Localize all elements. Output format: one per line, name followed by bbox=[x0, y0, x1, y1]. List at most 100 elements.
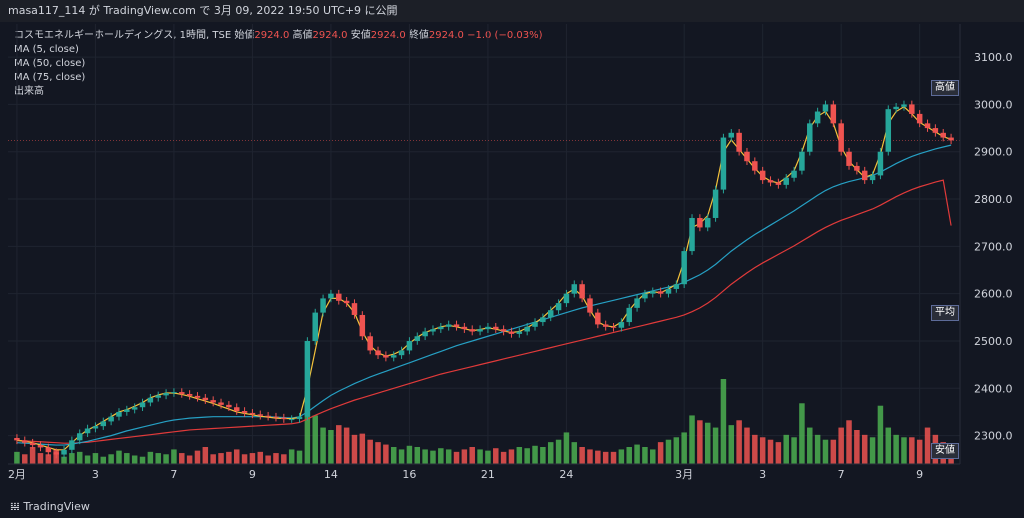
volume-bar bbox=[712, 427, 719, 464]
volume-bar bbox=[336, 425, 342, 464]
candle-body bbox=[869, 175, 876, 181]
legend-close-label: 終値 bbox=[408, 30, 429, 41]
low-tag: 安値 bbox=[931, 443, 959, 459]
candle-body bbox=[752, 161, 758, 171]
candle-body bbox=[61, 449, 67, 455]
volume-bar bbox=[901, 437, 907, 464]
volume-bar bbox=[563, 432, 570, 464]
candle-body bbox=[171, 392, 177, 394]
volume-bar bbox=[500, 451, 507, 464]
candle-body bbox=[438, 326, 444, 330]
volume-bar bbox=[249, 453, 256, 464]
volume-bar bbox=[681, 432, 687, 464]
volume-bar bbox=[689, 415, 695, 464]
volume-bar bbox=[351, 434, 358, 464]
candle-body bbox=[500, 329, 507, 332]
legend-low-label: 安値 bbox=[350, 30, 371, 41]
candle-body bbox=[838, 123, 844, 152]
candle-body bbox=[398, 350, 405, 356]
candle-body bbox=[233, 407, 240, 412]
candle-body bbox=[877, 151, 884, 176]
candle-body bbox=[69, 440, 75, 450]
volume-bar bbox=[650, 449, 656, 464]
volume-bar bbox=[555, 439, 562, 464]
volume-bar bbox=[697, 420, 703, 464]
volume-bar bbox=[854, 430, 860, 464]
volume-bar bbox=[618, 449, 625, 464]
y-tick-label: 2700.0 bbox=[974, 240, 1013, 253]
legend-high-label: 高値 bbox=[292, 30, 313, 41]
candle-body bbox=[704, 217, 711, 228]
candle-body bbox=[390, 355, 397, 358]
volume-bar bbox=[343, 427, 350, 464]
legend-ma50: MA (50, close) bbox=[14, 58, 86, 69]
volume-bar bbox=[830, 439, 837, 464]
volume-bar bbox=[273, 453, 279, 464]
volume-bar bbox=[194, 450, 201, 464]
ma5-line bbox=[16, 106, 952, 451]
volume-bar bbox=[257, 451, 264, 464]
candle-body bbox=[493, 326, 499, 330]
x-tick-label: 21 bbox=[481, 468, 495, 481]
x-tick-label: 3 bbox=[759, 468, 766, 481]
volume-bar bbox=[304, 391, 311, 464]
candle-body bbox=[508, 331, 515, 334]
candle-body bbox=[422, 331, 428, 337]
candle-body bbox=[783, 177, 789, 185]
candle-body bbox=[351, 303, 358, 315]
candle-body bbox=[45, 447, 52, 453]
price-chart[interactable]: 3100.0 3000.0 2900.0 2800.0 2700.0 2600.0 2500… bbox=[8, 24, 1020, 488]
volume-bar bbox=[45, 454, 52, 464]
volume-bar bbox=[108, 454, 114, 464]
x-tick-label: 7 bbox=[170, 468, 177, 481]
candle-body bbox=[139, 402, 146, 408]
volume-bar bbox=[320, 427, 326, 464]
volume-bar bbox=[642, 447, 648, 464]
legend-ma75: MA (75, close) bbox=[14, 72, 86, 83]
volume-bar bbox=[390, 447, 397, 464]
candle-body bbox=[524, 326, 530, 332]
y-tick-label: 3000.0 bbox=[974, 98, 1013, 111]
candle-body bbox=[595, 312, 601, 325]
candle-body bbox=[712, 189, 719, 218]
volume-bar bbox=[783, 434, 789, 464]
candle-body bbox=[563, 293, 570, 304]
volume-bar bbox=[383, 444, 389, 464]
candle-body bbox=[650, 291, 656, 294]
y-tick-label: 2900.0 bbox=[974, 146, 1013, 159]
volume-bar bbox=[312, 415, 318, 464]
legend-close: 2924.0 bbox=[428, 30, 464, 41]
candle-body bbox=[626, 307, 632, 323]
candle-body bbox=[265, 415, 271, 417]
volume-bar bbox=[202, 447, 209, 464]
candle-body bbox=[799, 151, 805, 171]
volume-bar bbox=[587, 449, 593, 464]
candle-body bbox=[807, 123, 813, 152]
volume-bar bbox=[116, 450, 122, 464]
candle-body bbox=[822, 104, 829, 112]
candle-body bbox=[657, 291, 664, 294]
candle-body bbox=[602, 324, 609, 327]
candle-body bbox=[618, 322, 625, 328]
legend-volume: 出来高 bbox=[14, 86, 44, 97]
candle-body bbox=[92, 426, 99, 429]
volume-bar bbox=[29, 447, 36, 464]
volume-bar bbox=[359, 433, 366, 464]
ma75-line bbox=[16, 179, 952, 444]
volume-bar bbox=[163, 454, 169, 464]
candle-body bbox=[516, 331, 523, 334]
volume-bar bbox=[155, 453, 161, 464]
candle-body bbox=[689, 217, 695, 252]
volume-bar bbox=[838, 427, 844, 464]
candle-body bbox=[571, 284, 578, 294]
volume-bar bbox=[296, 450, 303, 464]
volume-bar bbox=[861, 434, 868, 464]
volume-bar bbox=[673, 437, 680, 464]
volume-bar bbox=[210, 454, 216, 464]
candle-body bbox=[241, 411, 248, 413]
candle-body bbox=[430, 329, 436, 332]
chart-legend: コスモエネルギーホールディングス, 1時間, TSE 始値2924.0 高値29… bbox=[14, 29, 543, 99]
volume-bar bbox=[61, 456, 67, 464]
x-tick-label: 7 bbox=[838, 468, 845, 481]
volume-bar bbox=[775, 442, 782, 464]
